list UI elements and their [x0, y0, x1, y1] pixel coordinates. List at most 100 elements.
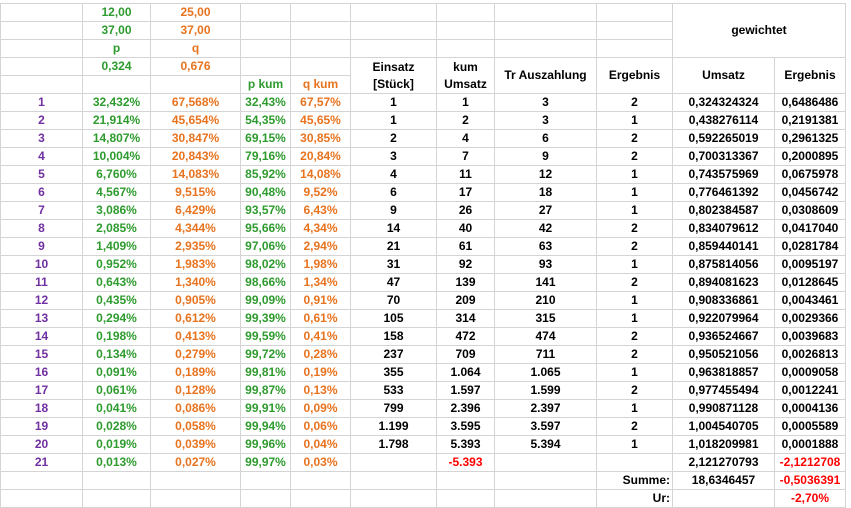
cell: 27 [494, 201, 597, 220]
row: 17 0,061% 0,128% 99,87% 0,13% 533 1.597 1.599 2 0… [0, 381, 846, 400]
cell: 0,0012241 [774, 381, 846, 400]
cell [240, 471, 291, 490]
cell [350, 3, 437, 22]
cell: 1 [596, 291, 673, 310]
cell [436, 3, 495, 22]
cell: 2,121270793 [672, 453, 775, 472]
cell: 97,06% [240, 237, 291, 256]
column-header: Tr Auszahlung [494, 57, 597, 94]
cell: 0,413% [150, 327, 241, 346]
cell: 0,922079964 [672, 309, 775, 328]
cell [240, 39, 291, 58]
cell: 30,85% [290, 129, 351, 148]
cell: 99,59% [240, 327, 291, 346]
cell: 1 [596, 111, 673, 130]
cell: 85,92% [240, 165, 291, 184]
cell: 1.064 [436, 363, 495, 382]
cell [150, 75, 241, 94]
cell: 799 [350, 399, 437, 418]
cell: 2 [596, 417, 673, 436]
cell: 1 [596, 399, 673, 418]
column-header: Einsatz [Stück] [350, 57, 437, 94]
column-header: kum Umsatz [436, 57, 495, 94]
cell [0, 57, 83, 76]
row: 4 10,004% 20,843% 79,16% 20,84% 3 7 9 2 0,7003133… [0, 147, 846, 166]
row: 10 0,952% 1,983% 98,02% 1,98% 31 92 93 1 0,875814… [0, 255, 846, 274]
row-number: 10 [0, 255, 83, 274]
cell: 0,700313367 [672, 147, 775, 166]
cell [0, 3, 83, 22]
cell: 0,776461392 [672, 183, 775, 202]
row: 19 0,028% 0,058% 99,94% 0,06% 1.199 3.595 3.597… [0, 417, 846, 436]
cell: 0,0001888 [774, 435, 846, 454]
cell: 32,432% [82, 93, 151, 112]
cell: 7 [436, 147, 495, 166]
cell: 99,94% [240, 417, 291, 436]
cell: 3.595 [436, 417, 495, 436]
cell: 6,760% [82, 165, 151, 184]
cell: 0,952% [82, 255, 151, 274]
row: 15 0,134% 0,279% 99,72% 0,28% 237 709 711 2 0,950… [0, 345, 846, 364]
cell [0, 75, 83, 94]
cell: 1.599 [494, 381, 597, 400]
row: Summe: 18,6346457 -0,5036391 [0, 471, 846, 490]
cell: 0,905% [150, 291, 241, 310]
cell: 1 [596, 183, 673, 202]
cell: 17 [436, 183, 495, 202]
row-number: 5 [0, 165, 83, 184]
cell: 0,875814056 [672, 255, 775, 274]
cell: 0,91% [290, 291, 351, 310]
cell [0, 471, 83, 490]
cell [494, 21, 597, 40]
cell: 0,028% [82, 417, 151, 436]
cell: 14,083% [150, 165, 241, 184]
cell: 0,61% [290, 309, 351, 328]
row: 12 0,435% 0,905% 99,09% 0,91% 70 209 210 1 0,9083… [0, 291, 846, 310]
row-number: 17 [0, 381, 83, 400]
cell: 9 [350, 201, 437, 220]
sum-value: -0,5036391 [774, 471, 846, 490]
cell: 4,34% [290, 219, 351, 238]
cell: 209 [436, 291, 495, 310]
cell [350, 453, 437, 472]
cell [290, 39, 351, 58]
row: 21 0,013% 0,027% 99,97% 0,03% -5.393 2,1212707… [0, 453, 846, 472]
cell: 1 [596, 201, 673, 220]
row: 3 14,807% 30,847% 69,15% 30,85% 2 4 6 2 0,5922650… [0, 129, 846, 148]
cell: 18 [494, 183, 597, 202]
cell: 0,592265019 [672, 129, 775, 148]
row-number: 7 [0, 201, 83, 220]
cell: 1 [436, 93, 495, 112]
cell: 98,66% [240, 273, 291, 292]
cell: 0,612% [150, 309, 241, 328]
cell [82, 471, 151, 490]
row-number: 2 [0, 111, 83, 130]
cell: 1 [596, 435, 673, 454]
cell: 0,743575969 [672, 165, 775, 184]
cell: 1.597 [436, 381, 495, 400]
cell [240, 489, 291, 508]
row-number: 16 [0, 363, 83, 382]
cell: 474 [494, 327, 597, 346]
cell: 2,935% [150, 237, 241, 256]
cell: 99,97% [240, 453, 291, 472]
cell: 0,0095197 [774, 255, 846, 274]
cell: 0,06% [290, 417, 351, 436]
cell: 2 [596, 345, 673, 364]
cell: 4,344% [150, 219, 241, 238]
cell: 3 [494, 93, 597, 112]
row: 8 2,085% 4,344% 95,66% 4,34% 14 40 42 2 0,8340796… [0, 219, 846, 238]
cell: 1.798 [350, 435, 437, 454]
cell: 237 [350, 345, 437, 364]
ur-value: -2,70% [774, 489, 846, 508]
cell: 0,09% [290, 399, 351, 418]
cell: 5.393 [436, 435, 495, 454]
cell: 14,08% [290, 165, 351, 184]
cell: 0,950521056 [672, 345, 775, 364]
cell [0, 489, 83, 508]
cell: 67,57% [290, 93, 351, 112]
cell: 21 [350, 237, 437, 256]
q-cell: q [150, 39, 241, 58]
cell: 61 [436, 237, 495, 256]
cell: 2 [350, 129, 437, 148]
